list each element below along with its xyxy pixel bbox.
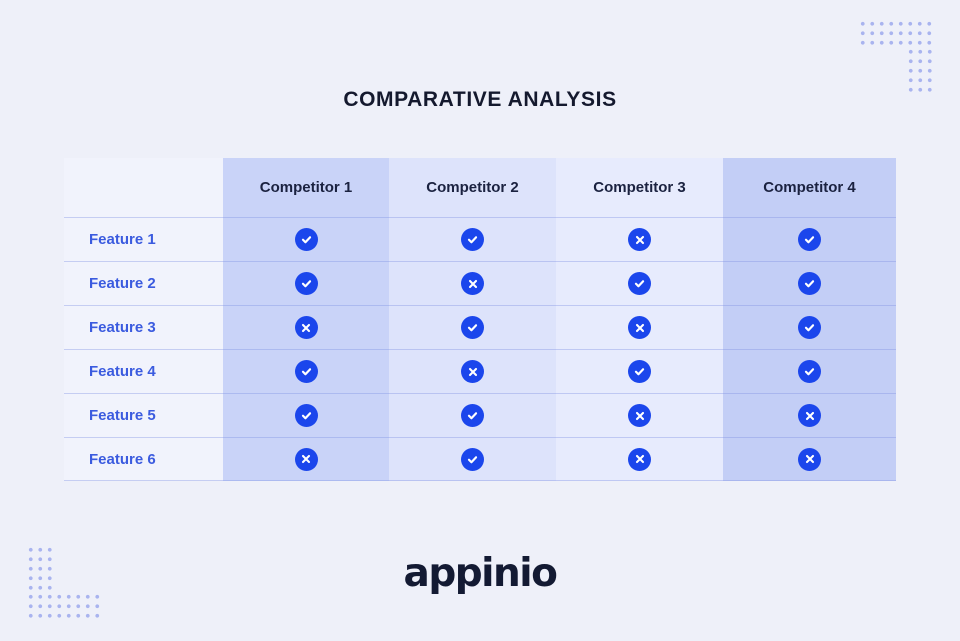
header-cell-competitor-3: Competitor 3 xyxy=(556,158,723,217)
status-cell xyxy=(556,217,723,261)
cross-icon xyxy=(294,316,318,339)
column-header-label: Competitor 1 xyxy=(259,179,353,196)
column-header-label: Competitor 3 xyxy=(593,179,686,196)
feature-label: Feature 3 xyxy=(64,305,223,349)
header-cell-competitor-4: Competitor 4 xyxy=(723,158,896,217)
table-header-row: Competitor 1 Competitor 2 Competitor 3 C… xyxy=(64,158,896,217)
column-header-label: Competitor 2 xyxy=(426,179,519,196)
status-cell xyxy=(556,393,723,437)
column-header-label: Competitor 4 xyxy=(763,179,856,196)
check-icon xyxy=(798,272,821,295)
check-icon xyxy=(294,228,318,251)
table-body: Feature 1 Feature 2 Feature 3 Feature 4 Feat… xyxy=(64,217,896,481)
status-cell xyxy=(389,217,556,261)
status-cell xyxy=(556,349,723,393)
feature-label: Feature 2 xyxy=(64,261,223,305)
feature-label: Feature 6 xyxy=(64,437,223,481)
page-title: COMPARATIVE ANALYSIS xyxy=(343,88,617,111)
status-cell xyxy=(389,393,556,437)
cross-icon xyxy=(294,447,318,471)
status-cell xyxy=(723,305,896,349)
status-cell xyxy=(723,393,896,437)
feature-label: Feature 5 xyxy=(64,393,223,437)
cross-icon xyxy=(628,228,651,251)
cross-icon xyxy=(628,316,651,339)
feature-label: Feature 1 xyxy=(64,217,223,261)
status-cell xyxy=(223,261,389,305)
corner-dots-pattern xyxy=(858,19,935,48)
check-icon xyxy=(461,447,484,471)
cross-icon xyxy=(798,404,821,427)
table-row: Feature 5 xyxy=(64,393,896,437)
cross-icon xyxy=(798,447,821,471)
status-cell xyxy=(389,437,556,481)
table-row: Feature 6 xyxy=(64,437,896,481)
cross-icon xyxy=(628,447,651,471)
status-cell xyxy=(223,437,389,481)
cross-icon xyxy=(628,404,651,427)
corner-dots-pattern xyxy=(906,47,935,95)
status-cell xyxy=(389,349,556,393)
feature-label: Feature 4 xyxy=(64,349,223,393)
table-row: Feature 4 xyxy=(64,349,896,393)
status-cell xyxy=(223,305,389,349)
status-cell xyxy=(723,437,896,481)
header-cell-empty xyxy=(64,158,223,217)
check-icon xyxy=(798,228,821,251)
comparison-table: Competitor 1 Competitor 2 Competitor 3 C… xyxy=(64,158,896,481)
check-icon xyxy=(461,404,484,427)
status-cell xyxy=(556,261,723,305)
check-icon xyxy=(294,404,318,427)
check-icon xyxy=(628,360,651,383)
cross-icon xyxy=(461,360,484,383)
status-cell xyxy=(389,261,556,305)
status-cell xyxy=(723,349,896,393)
table-row: Feature 1 xyxy=(64,217,896,261)
table-row: Feature 3 xyxy=(64,305,896,349)
status-cell xyxy=(223,217,389,261)
appinio-logo: appinio xyxy=(403,551,558,596)
table-row: Feature 2 xyxy=(64,261,896,305)
check-icon xyxy=(461,228,484,251)
header-cell-competitor-1: Competitor 1 xyxy=(223,158,389,217)
status-cell xyxy=(556,437,723,481)
status-cell xyxy=(389,305,556,349)
status-cell xyxy=(223,349,389,393)
check-icon xyxy=(294,272,318,295)
status-cell xyxy=(723,261,896,305)
check-icon xyxy=(798,316,821,339)
check-icon xyxy=(628,272,651,295)
check-icon xyxy=(461,316,484,339)
header-cell-competitor-2: Competitor 2 xyxy=(389,158,556,217)
status-cell xyxy=(556,305,723,349)
check-icon xyxy=(798,360,821,383)
cross-icon xyxy=(461,272,484,295)
status-cell xyxy=(723,217,896,261)
status-cell xyxy=(223,393,389,437)
corner-dots-pattern xyxy=(26,592,103,621)
check-icon xyxy=(294,360,318,383)
corner-dots-pattern xyxy=(26,545,55,593)
